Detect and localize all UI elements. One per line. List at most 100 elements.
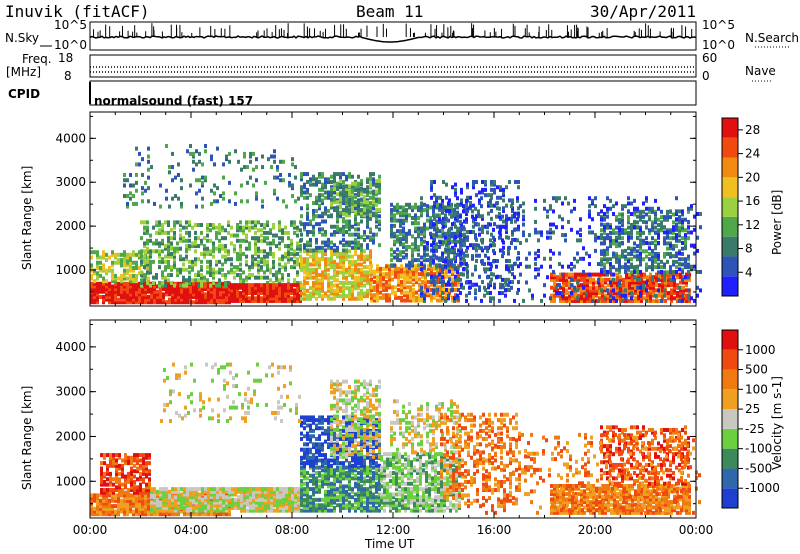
power-cell — [436, 293, 439, 298]
power-cell — [436, 272, 439, 277]
power-cell — [453, 252, 456, 257]
power-cell — [272, 280, 275, 285]
power-cell — [182, 257, 185, 262]
velocity-cell — [141, 512, 144, 517]
power-cell — [574, 291, 577, 296]
power-cell — [645, 196, 648, 201]
power-cell — [176, 270, 179, 275]
power-cell — [489, 280, 492, 285]
power-cell — [257, 238, 260, 243]
power-cell — [502, 245, 505, 250]
velocity-cell — [150, 512, 153, 517]
power-cell — [498, 230, 501, 235]
power-cell — [294, 199, 297, 204]
power-cell — [318, 280, 321, 285]
power-cell — [501, 283, 504, 288]
power-cell — [183, 292, 186, 297]
power-cell — [427, 290, 430, 295]
power-cell — [612, 241, 615, 246]
power-cell — [417, 208, 420, 213]
power-cell — [233, 249, 236, 254]
power-cell — [354, 210, 357, 215]
power-cell — [499, 232, 502, 237]
power-cell — [213, 284, 216, 289]
power-cell — [342, 230, 345, 235]
power-cell — [360, 210, 363, 215]
power-cell — [206, 278, 209, 283]
power-cell — [144, 180, 147, 185]
power-cell — [568, 285, 571, 290]
power-cell — [508, 280, 511, 285]
power-cell — [263, 291, 266, 296]
power-cell — [412, 282, 415, 287]
power-cell — [251, 257, 254, 262]
power-cell — [369, 181, 372, 186]
power-cell — [254, 257, 257, 262]
power-cell — [363, 265, 366, 270]
power-cell — [207, 300, 210, 305]
power-cell — [495, 201, 498, 206]
power-cell — [597, 212, 600, 217]
power-cell — [159, 294, 162, 299]
power-cell — [615, 251, 618, 256]
power-cell — [672, 275, 675, 280]
power-cell — [577, 283, 580, 288]
power-cell — [616, 283, 619, 288]
power-cell — [275, 288, 278, 293]
power-cell — [281, 278, 284, 283]
power-cell — [564, 238, 567, 243]
velocity-cell — [96, 498, 99, 503]
power-cell — [369, 235, 372, 240]
power-cell — [194, 222, 197, 227]
power-cell — [173, 254, 176, 259]
power-cell — [120, 252, 123, 257]
power-cell — [390, 247, 393, 252]
power-cell — [287, 285, 290, 290]
power-cell — [433, 179, 436, 184]
power-cell — [263, 298, 266, 303]
power-cell — [182, 283, 185, 288]
power-cell — [378, 208, 381, 213]
power-cell — [239, 283, 242, 288]
power-cell — [147, 266, 150, 271]
power-cell — [657, 240, 660, 245]
power-cell — [126, 289, 129, 294]
power-cell — [251, 293, 254, 298]
power-cell — [183, 300, 186, 305]
power-cell — [543, 293, 546, 298]
power-cell — [278, 222, 281, 227]
velocity-cell — [99, 512, 102, 517]
power-cell — [534, 262, 537, 267]
power-cell — [369, 190, 372, 195]
power-cell — [299, 244, 302, 249]
power-cell — [360, 275, 363, 280]
power-cell — [424, 290, 427, 295]
power-cell — [558, 283, 561, 288]
power-cell — [149, 265, 152, 270]
power-cell — [269, 296, 272, 301]
power-cell — [225, 292, 228, 297]
power-cell — [272, 254, 275, 259]
power-cell — [586, 275, 589, 280]
power-cell — [562, 296, 565, 301]
power-cell — [222, 284, 225, 289]
power-cell — [192, 289, 195, 294]
power-cell — [663, 251, 666, 256]
power-cell — [189, 292, 192, 297]
power-cell — [273, 175, 276, 180]
power-cell — [321, 245, 324, 250]
power-cell — [281, 293, 284, 298]
power-cell — [646, 291, 649, 296]
power-cell — [215, 262, 218, 267]
power-cell — [625, 285, 628, 290]
power-cell — [140, 220, 143, 225]
power-cell — [607, 277, 610, 282]
power-cell — [315, 291, 318, 296]
power-cell — [453, 298, 456, 303]
power-cell — [406, 298, 409, 303]
power-cell — [309, 270, 312, 275]
power-cell — [474, 291, 477, 296]
power-cell — [281, 230, 284, 235]
power-cell — [667, 275, 670, 280]
power-cell — [213, 287, 216, 292]
